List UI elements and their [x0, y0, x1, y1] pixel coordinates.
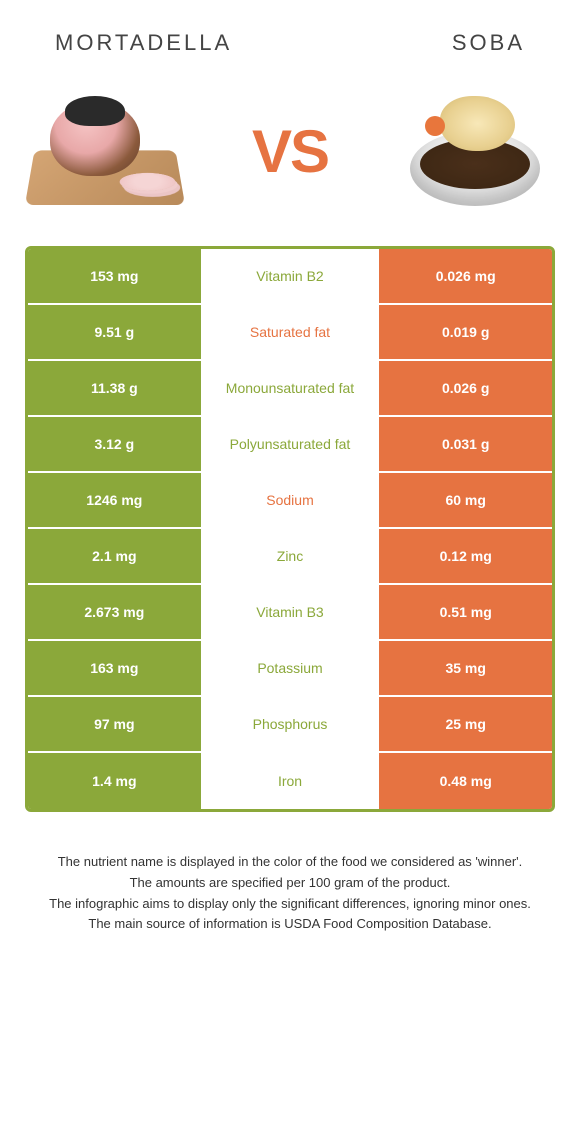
table-row: 11.38 gMonounsaturated fat0.026 g	[28, 361, 552, 417]
nutrient-name-cell: Monounsaturated fat	[203, 361, 378, 415]
left-value-cell: 97 mg	[28, 697, 203, 751]
right-value-cell: 0.031 g	[377, 417, 552, 471]
nutrient-name-cell: Vitamin B3	[203, 585, 378, 639]
table-row: 1.4 mgIron0.48 mg	[28, 753, 552, 809]
left-value-cell: 3.12 g	[28, 417, 203, 471]
table-row: 163 mgPotassium35 mg	[28, 641, 552, 697]
nutrient-name-cell: Potassium	[203, 641, 378, 695]
nutrient-name-cell: Saturated fat	[203, 305, 378, 359]
left-value-cell: 2.1 mg	[28, 529, 203, 583]
table-row: 1246 mgSodium60 mg	[28, 473, 552, 529]
footer-text: The nutrient name is displayed in the co…	[25, 852, 555, 935]
left-value-cell: 11.38 g	[28, 361, 203, 415]
right-value-cell: 0.51 mg	[377, 585, 552, 639]
table-row: 2.1 mgZinc0.12 mg	[28, 529, 552, 585]
vs-section: VS	[25, 76, 555, 246]
mortadella-illustration	[30, 96, 180, 206]
right-food-title: Soba	[452, 30, 525, 56]
table-row: 97 mgPhosphorus25 mg	[28, 697, 552, 753]
table-row: 9.51 gSaturated fat0.019 g	[28, 305, 552, 361]
comparison-table: 153 mgVitamin B20.026 mg9.51 gSaturated …	[25, 246, 555, 812]
footer-line-2: The amounts are specified per 100 gram o…	[35, 873, 545, 894]
footer-line-4: The main source of information is USDA F…	[35, 914, 545, 935]
right-food-image	[395, 86, 555, 216]
right-value-cell: 0.48 mg	[377, 753, 552, 809]
right-value-cell: 35 mg	[377, 641, 552, 695]
soba-illustration	[400, 96, 550, 206]
right-value-cell: 60 mg	[377, 473, 552, 527]
nutrient-name-cell: Sodium	[203, 473, 378, 527]
nutrient-name-cell: Polyunsaturated fat	[203, 417, 378, 471]
right-value-cell: 0.019 g	[377, 305, 552, 359]
left-value-cell: 1.4 mg	[28, 753, 203, 809]
footer-line-1: The nutrient name is displayed in the co…	[35, 852, 545, 873]
table-row: 3.12 gPolyunsaturated fat0.031 g	[28, 417, 552, 473]
infographic-container: Mortadella Soba VS 153 mgVitamin B20.026…	[0, 0, 580, 955]
right-value-cell: 25 mg	[377, 697, 552, 751]
table-row: 153 mgVitamin B20.026 mg	[28, 249, 552, 305]
left-food-title: Mortadella	[55, 30, 232, 56]
right-value-cell: 0.026 mg	[377, 249, 552, 303]
left-value-cell: 153 mg	[28, 249, 203, 303]
left-value-cell: 2.673 mg	[28, 585, 203, 639]
vs-label: VS	[252, 117, 328, 186]
right-value-cell: 0.12 mg	[377, 529, 552, 583]
nutrient-name-cell: Zinc	[203, 529, 378, 583]
table-row: 2.673 mgVitamin B30.51 mg	[28, 585, 552, 641]
nutrient-name-cell: Iron	[203, 753, 378, 809]
left-value-cell: 1246 mg	[28, 473, 203, 527]
left-food-image	[25, 86, 185, 216]
footer-line-3: The infographic aims to display only the…	[35, 894, 545, 915]
left-value-cell: 163 mg	[28, 641, 203, 695]
header-titles: Mortadella Soba	[25, 30, 555, 76]
right-value-cell: 0.026 g	[377, 361, 552, 415]
left-value-cell: 9.51 g	[28, 305, 203, 359]
nutrient-name-cell: Phosphorus	[203, 697, 378, 751]
nutrient-name-cell: Vitamin B2	[203, 249, 378, 303]
